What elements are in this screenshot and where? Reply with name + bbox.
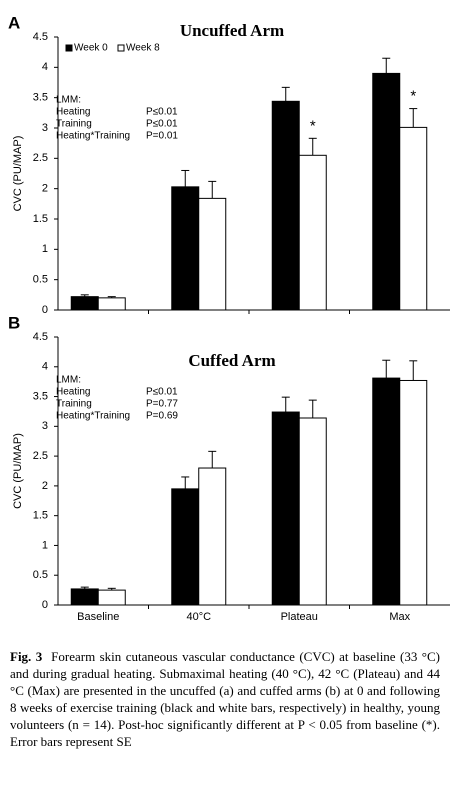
- x-tick-label: 40°C: [186, 611, 211, 623]
- significance-marker: *: [310, 117, 316, 134]
- stats-p: P=0.69: [146, 411, 178, 422]
- stats-term: Training: [56, 119, 92, 130]
- bar: [70, 296, 99, 311]
- bar: [97, 297, 126, 311]
- legend-label: Week 0: [74, 43, 108, 54]
- stats-heading: LMM:: [56, 375, 81, 386]
- bar: [372, 377, 401, 606]
- x-tick-label: Max: [389, 611, 410, 623]
- legend-label: Week 8: [126, 43, 160, 54]
- figure: A Uncuffed Arm CVC (PU/MAP) 0 0.5 1 1.5 2 2.5 3 3.…: [8, 13, 450, 623]
- panel-label: A: [8, 13, 20, 32]
- y-tick-label: 1: [42, 539, 48, 551]
- chart-title: Cuffed Arm: [188, 351, 275, 370]
- y-tick-label: 3: [42, 420, 48, 432]
- stats-term: Heating: [56, 107, 90, 118]
- y-tick-label: 0.5: [33, 569, 48, 581]
- bar: [171, 186, 200, 311]
- stats-p: P≤0.01: [146, 387, 178, 398]
- y-tick-label: 3.5: [33, 390, 48, 402]
- stats-p: P=0.01: [146, 131, 178, 142]
- bar: [198, 467, 227, 606]
- x-tick-label: Baseline: [77, 611, 119, 623]
- significance-marker: *: [410, 88, 416, 105]
- caption: Fig. 3 Forearm skin cutaneous vascular c…: [10, 648, 440, 750]
- bar: [298, 154, 327, 311]
- y-tick-label: 2.5: [33, 450, 48, 462]
- stats-p: P≤0.01: [146, 119, 178, 130]
- stats-p: P=0.77: [146, 399, 178, 410]
- bar: [198, 197, 227, 311]
- y-tick-label: 3.5: [33, 92, 48, 104]
- bar: [399, 126, 428, 311]
- bar: [399, 379, 428, 606]
- bar: [271, 411, 300, 606]
- bar: [271, 100, 300, 311]
- stats-term: Heating: [56, 387, 90, 398]
- caption-label: Fig. 3: [10, 649, 43, 664]
- y-tick-label: 0.5: [33, 274, 48, 286]
- y-tick-label: 1.5: [33, 213, 48, 225]
- x-tick-label: Plateau: [281, 611, 318, 623]
- y-tick-label: 2: [42, 480, 48, 492]
- y-tick-label: 2.5: [33, 152, 48, 164]
- y-axis-title: CVC (PU/MAP): [12, 433, 24, 509]
- legend-swatch: [65, 44, 73, 52]
- bar: [171, 488, 200, 606]
- y-tick-label: 1: [42, 243, 48, 255]
- y-tick-label: 4.5: [33, 331, 48, 343]
- stats-term: Heating*Training: [56, 411, 130, 422]
- caption-text: Forearm skin cutaneous vascular conducta…: [10, 649, 440, 749]
- stats-heading: LMM:: [56, 95, 81, 106]
- stats-term: Training: [56, 399, 92, 410]
- bar: [97, 589, 126, 606]
- y-tick-label: 4.5: [33, 31, 48, 43]
- y-axis-title: CVC (PU/MAP): [12, 136, 24, 212]
- panel-label: B: [8, 313, 20, 332]
- y-tick-label: 4: [42, 361, 48, 373]
- y-tick-label: 0: [42, 599, 48, 611]
- bar: [70, 588, 99, 606]
- bar: [298, 417, 327, 606]
- y-tick-label: 0: [42, 304, 48, 316]
- y-tick-label: 4: [42, 61, 48, 73]
- chart-title: Uncuffed Arm: [180, 21, 284, 40]
- y-tick-label: 1.5: [33, 510, 48, 522]
- bar: [372, 72, 401, 311]
- legend-swatch: [117, 44, 125, 52]
- y-tick-label: 2: [42, 183, 48, 195]
- stats-term: Heating*Training: [56, 131, 130, 142]
- y-tick-label: 3: [42, 122, 48, 134]
- stats-p: P≤0.01: [146, 107, 178, 118]
